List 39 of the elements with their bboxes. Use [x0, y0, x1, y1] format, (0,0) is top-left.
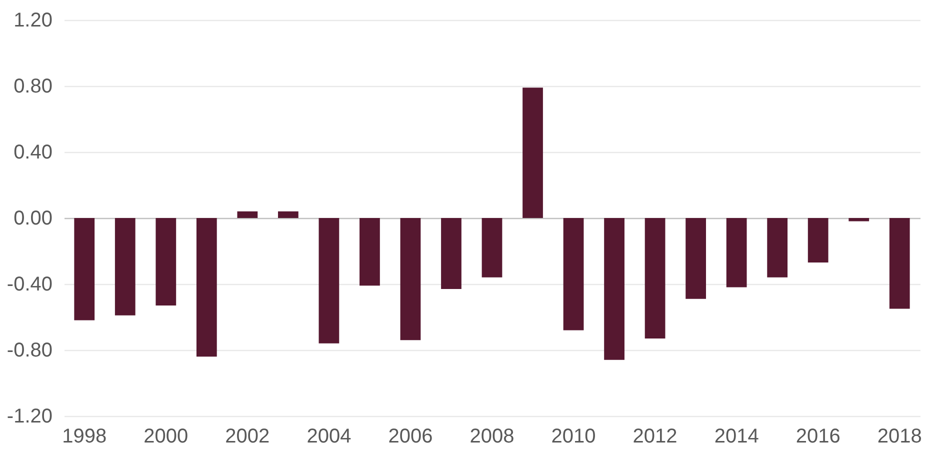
bar [196, 218, 217, 357]
bar [482, 218, 502, 278]
y-tick-label: -0.80 [6, 340, 52, 362]
bar [767, 218, 788, 278]
x-tick-label: 2010 [551, 426, 596, 448]
bar [237, 211, 258, 218]
x-tick-label: 2002 [225, 426, 270, 448]
y-tick-label: 0.00 [14, 208, 52, 230]
y-tick-label: -1.20 [6, 406, 52, 428]
bar [604, 218, 624, 360]
bar [441, 218, 462, 289]
bar [522, 88, 543, 218]
bar [726, 218, 747, 288]
x-tick-label: 2018 [877, 426, 922, 448]
bar [278, 211, 298, 218]
bar [563, 218, 584, 330]
bar [848, 218, 870, 222]
bar [74, 218, 95, 320]
bar [400, 218, 421, 340]
bar [644, 218, 666, 338]
x-tick-label: 2016 [796, 426, 840, 448]
x-tick-label: 2008 [470, 426, 514, 448]
bar [808, 218, 828, 263]
bar [686, 218, 706, 299]
y-tick-label: 0.80 [14, 76, 52, 98]
bar [889, 218, 910, 309]
x-tick-label: 2012 [632, 426, 678, 448]
x-tick-label: 2000 [144, 426, 188, 448]
x-tick-label: 2006 [388, 426, 433, 448]
bar [156, 218, 176, 306]
y-tick-label: 0.40 [14, 142, 52, 164]
bar [318, 218, 340, 344]
x-tick-label: 2004 [306, 426, 352, 448]
bar [114, 218, 136, 316]
x-tick-label: 2014 [714, 426, 759, 448]
bar [360, 218, 380, 286]
x-tick-label: 1998 [62, 426, 107, 448]
y-tick-label: -0.40 [6, 274, 52, 296]
y-tick-label: 1.20 [14, 10, 52, 32]
